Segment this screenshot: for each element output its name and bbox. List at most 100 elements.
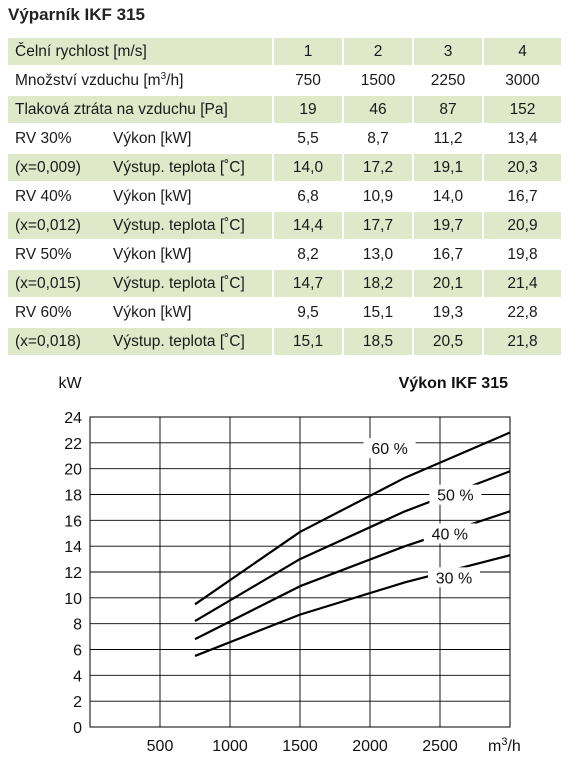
rv-label: RV 40% [15,187,72,205]
chart-series [194,431,511,657]
cell-gap [412,241,414,268]
series-label-bg [429,484,482,505]
cell-gap [272,67,274,94]
rv-label: RV 50% [15,245,72,263]
cell-gap [412,270,414,297]
x-tick-label: 2500 [422,738,458,755]
value-cell: 3000 [505,71,540,89]
series-label-bg [423,523,476,544]
value-cell: 19,7 [414,212,482,239]
cell-gap [412,299,414,326]
label-text: /h] [166,71,184,89]
cell-gap [482,270,484,297]
value-cell: 14,7 [274,270,342,297]
cell-gap [342,67,344,94]
row-power: RV 30% Výkon [kW] 5,5 8,7 11,2 13,4 [8,125,561,152]
y-tick-label: 6 [73,643,82,660]
power-chart: 0 2 4 6 8 10 12 14 16 18 20 22 24 500 1000 1500 2000 2500… [0,360,569,763]
cell-gap [412,212,414,239]
value-cell: 20,3 [484,154,561,181]
value-cell: 19,3 [432,303,464,321]
cell-gap [412,96,414,123]
y-tick-label: 16 [64,513,82,530]
series-label: 60 % [371,441,407,458]
x-tick-label: 2000 [352,738,388,755]
x-tick-label: 500 [147,738,174,755]
cell-gap [412,183,414,210]
row-outlet-temp: (x=0,012) Výstup. teplota [˚C] 14,4 17,7 19,… [8,212,561,239]
cell-gap [482,67,484,94]
y-tick-label: 20 [64,462,82,479]
series-label-bg [428,567,480,588]
cell-gap [342,96,344,123]
power-label: Výkon [kW] [113,129,192,147]
row-outlet-temp: (x=0,018) Výstup. teplota [˚C] 15,1 18,5 20,… [8,328,561,355]
temp-label: Výstup. teplota [˚C] [113,270,272,297]
value-cell: 13,4 [507,129,538,147]
row-power: RV 50% Výkon [kW] 8,2 13,0 16,7 19,8 [8,241,561,268]
row-label: Čelní rychlost [m/s] [8,38,272,65]
cell-gap [342,212,344,239]
cell-gap [342,125,344,152]
y-axis-label: kW [58,375,82,392]
y-tick-label: 24 [64,410,82,427]
row-outlet-temp: (x=0,009) Výstup. teplota [˚C] 14,0 17,2 19,… [8,154,561,181]
value-cell: 14,0 [274,154,342,181]
value-cell: 46 [344,96,412,123]
y-tick-label: 2 [73,694,82,711]
humidity-label: (x=0,009) [8,154,113,181]
series-label-bg [363,438,416,459]
value-cell: 18,2 [344,270,412,297]
page-title: Výparník IKF 315 [8,5,146,24]
cell-gap [272,328,274,355]
cell-gap [482,328,484,355]
cell-gap [272,125,274,152]
cell-gap [412,67,414,94]
value-cell: 10,9 [362,187,394,205]
power-label: Výkon [kW] [113,245,192,263]
value-cell: 16,7 [507,187,538,205]
x-axis-label: m3/h [488,736,521,755]
value-cell: 17,7 [344,212,412,239]
x-axis-label-part: /h [507,738,520,755]
y-tick-label: 4 [73,668,82,685]
plot-frame [89,416,511,728]
value-cell: 14,4 [274,212,342,239]
x-tick-label: 1000 [212,738,248,755]
label-text: Množství vzduchu [m [15,71,161,89]
spec-table: Čelní rychlost [m/s] 1 2 3 4 Množství vzduchu… [8,36,561,357]
cell-gap [342,328,344,355]
cell-gap [272,154,274,181]
value-cell: 5,5 [297,129,319,147]
cell-gap [272,96,274,123]
cell-gap [272,183,274,210]
y-tick-label: 8 [73,617,82,634]
y-tick-label: 18 [64,488,82,505]
y-tick-label: 12 [64,565,82,582]
y-tick-label: 10 [64,591,82,608]
y-tick-label: 22 [64,436,82,453]
humidity-label: (x=0,015) [8,270,113,297]
series-line [194,431,511,606]
label-sup: 3 [160,70,167,82]
row-outlet-temp: (x=0,015) Výstup. teplota [˚C] 14,7 18,2 20,… [8,270,561,297]
row-label: Množství vzduchu [m3/h] [8,67,272,94]
temp-label: Výstup. teplota [˚C] [113,328,272,355]
value-cell: 2 [344,38,412,65]
y-tick-label: 0 [73,720,82,737]
cell-gap [272,241,274,268]
cell-gap [482,241,484,268]
temp-label: Výstup. teplota [˚C] [113,212,272,239]
x-axis-label-sup: 3 [501,736,507,748]
cell-gap [482,299,484,326]
series-label: 40 % [432,526,468,543]
cell-gap [342,38,344,65]
value-cell: 3 [414,38,482,65]
cell-gap [272,270,274,297]
value-cell: 4 [484,38,561,65]
cell-gap [342,270,344,297]
value-cell: 9,5 [297,303,319,321]
chart-axes [89,416,511,728]
value-cell: 19,1 [414,154,482,181]
